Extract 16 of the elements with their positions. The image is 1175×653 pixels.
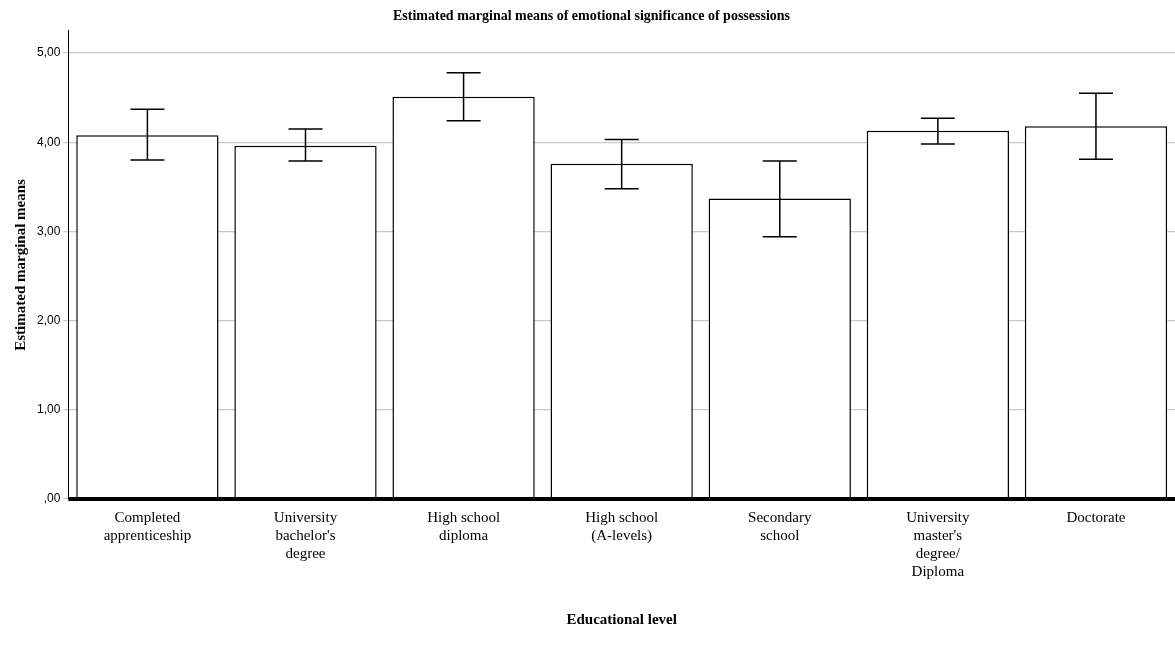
x-tick-label: Secondary school xyxy=(748,508,812,543)
x-tick-label: High school diploma xyxy=(427,508,501,543)
y-axis-title: Estimated marginal means xyxy=(11,178,28,351)
y-tick-label: 3,00 xyxy=(37,223,61,238)
y-tick-label: 2,00 xyxy=(37,312,61,327)
x-tick-label: High school (A-levels) xyxy=(585,508,659,544)
y-tick-label: 1,00 xyxy=(37,402,61,417)
chart-title: Estimated marginal means of emotional significance of possessions xyxy=(392,8,791,24)
x-tick-label: University master's degree/ Diploma xyxy=(906,508,971,579)
y-tick-label: 5,00 xyxy=(37,45,61,60)
x-tick-label: Completed apprenticeship xyxy=(103,508,192,543)
x-tick-label: Doctorate xyxy=(1066,508,1126,525)
y-tick-label: 4,00 xyxy=(37,134,61,149)
x-tick-label: University bachelor's degree xyxy=(273,508,338,561)
y-tick-label: ,00 xyxy=(43,491,61,506)
x-axis-title: Educational level xyxy=(566,610,677,627)
